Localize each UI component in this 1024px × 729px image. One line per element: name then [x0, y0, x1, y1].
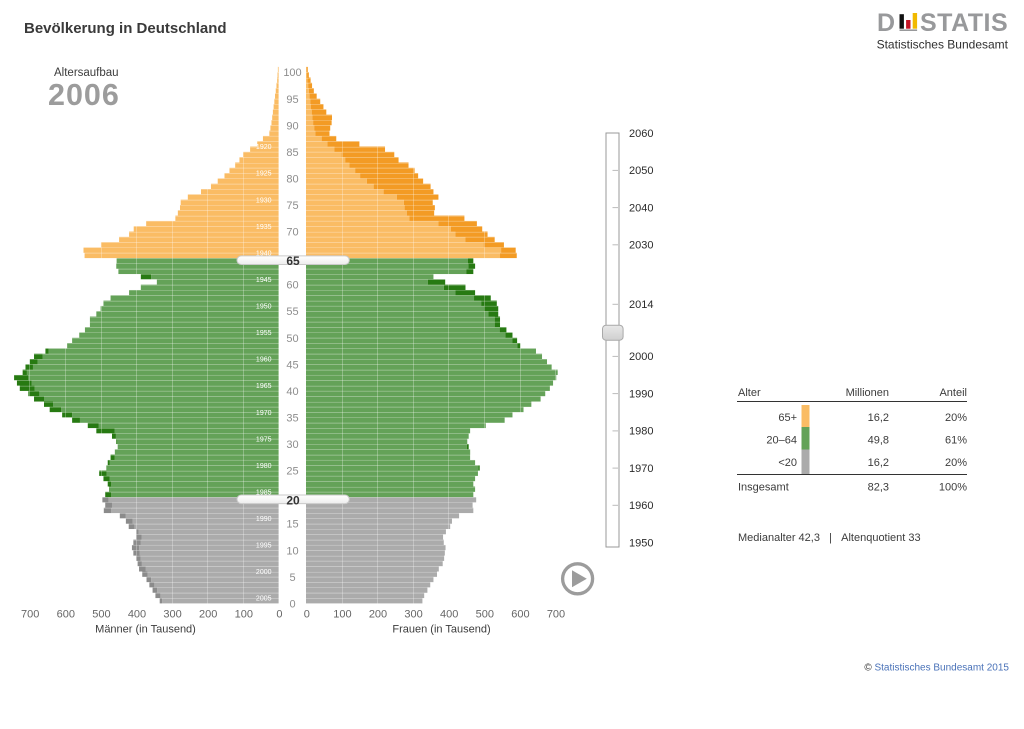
svg-text:1950: 1950 [256, 304, 272, 311]
svg-text:25: 25 [286, 466, 298, 478]
svg-text:65+: 65+ [778, 412, 797, 424]
svg-text:1955: 1955 [256, 330, 272, 337]
svg-text:Frauen (in Tausend): Frauen (in Tausend) [392, 624, 490, 636]
svg-text:100: 100 [235, 609, 253, 621]
svg-text:2006: 2006 [48, 78, 120, 112]
svg-text:100%: 100% [939, 481, 967, 493]
svg-text:2060: 2060 [629, 128, 653, 140]
svg-text:16,2: 16,2 [868, 457, 889, 469]
svg-text:300: 300 [163, 609, 181, 621]
svg-text:10: 10 [286, 545, 298, 557]
svg-text:2000: 2000 [256, 569, 272, 576]
svg-text:500: 500 [476, 609, 494, 621]
svg-text:20%: 20% [945, 412, 967, 424]
svg-text:50: 50 [286, 333, 298, 345]
svg-text:1960: 1960 [256, 357, 272, 364]
svg-text:30: 30 [286, 439, 298, 451]
svg-text:80: 80 [286, 173, 298, 185]
svg-text:Millionen: Millionen [846, 387, 889, 399]
svg-text:16,2: 16,2 [868, 412, 889, 424]
svg-text:2005: 2005 [256, 596, 272, 603]
svg-text:© Statistisches Bundesamt 2015: © Statistisches Bundesamt 2015 [864, 663, 1009, 674]
svg-text:1995: 1995 [256, 543, 272, 550]
svg-text:0: 0 [289, 598, 295, 610]
svg-text:0: 0 [304, 609, 310, 621]
svg-text:STATIS: STATIS [920, 9, 1008, 37]
svg-text:1975: 1975 [256, 436, 272, 443]
svg-text:2000: 2000 [629, 351, 653, 363]
svg-text:2040: 2040 [629, 202, 653, 214]
svg-text:95: 95 [286, 94, 298, 106]
svg-text:400: 400 [440, 609, 458, 621]
svg-text:40: 40 [286, 386, 298, 398]
svg-text:82,3: 82,3 [868, 481, 889, 493]
svg-text:1970: 1970 [256, 410, 272, 417]
svg-text:700: 700 [547, 609, 565, 621]
svg-text:20: 20 [286, 493, 300, 507]
svg-text:Männer (in Tausend): Männer (in Tausend) [95, 624, 196, 636]
svg-text:49,8: 49,8 [868, 434, 889, 446]
svg-text:60: 60 [286, 280, 298, 292]
svg-text:200: 200 [369, 609, 387, 621]
svg-text:61%: 61% [945, 434, 967, 446]
svg-text:600: 600 [511, 609, 529, 621]
svg-text:5: 5 [289, 572, 295, 584]
svg-text:1990: 1990 [256, 516, 272, 523]
svg-text:700: 700 [21, 609, 39, 621]
svg-text:90: 90 [286, 120, 298, 132]
svg-text:1920: 1920 [256, 144, 272, 151]
svg-text:1980: 1980 [256, 463, 272, 470]
svg-text:1965: 1965 [256, 383, 272, 390]
svg-text:35: 35 [286, 413, 298, 425]
svg-text:100: 100 [333, 609, 351, 621]
svg-text:1970: 1970 [629, 463, 653, 475]
svg-text:Statistisches Bundesamt: Statistisches Bundesamt [877, 37, 1009, 51]
svg-text:500: 500 [92, 609, 110, 621]
svg-text:400: 400 [128, 609, 146, 621]
svg-text:2014: 2014 [629, 299, 653, 311]
svg-text:Alter: Alter [738, 387, 761, 399]
svg-text:85: 85 [286, 147, 298, 159]
svg-text:45: 45 [286, 359, 298, 371]
svg-text:2030: 2030 [629, 240, 653, 252]
svg-text:1990: 1990 [629, 388, 653, 400]
svg-text:65: 65 [286, 254, 300, 268]
svg-text:1950: 1950 [629, 537, 653, 549]
svg-text:Anteil: Anteil [939, 387, 967, 399]
svg-text:D: D [877, 9, 896, 37]
svg-text:70: 70 [286, 227, 298, 239]
svg-text:Insgesamt: Insgesamt [738, 481, 789, 493]
svg-text:1980: 1980 [629, 426, 653, 438]
svg-text:300: 300 [404, 609, 422, 621]
svg-text:55: 55 [286, 306, 298, 318]
svg-text:Medianalter 42,3 | Altenqu: Medianalter 42,3 | Altenquotient 33 [738, 532, 921, 544]
svg-text:1925: 1925 [256, 171, 272, 178]
svg-text:20–64: 20–64 [766, 434, 797, 446]
svg-text:2050: 2050 [629, 165, 653, 177]
svg-text:Bevölkerung in Deutschland: Bevölkerung in Deutschland [24, 20, 227, 37]
svg-text:1945: 1945 [256, 277, 272, 284]
svg-text:1935: 1935 [256, 224, 272, 231]
svg-text:600: 600 [57, 609, 75, 621]
svg-text:100: 100 [283, 67, 301, 79]
svg-text:1930: 1930 [256, 197, 272, 204]
svg-text:15: 15 [286, 519, 298, 531]
svg-text:<20: <20 [778, 457, 797, 469]
svg-text:75: 75 [286, 200, 298, 212]
svg-text:20%: 20% [945, 457, 967, 469]
svg-text:1960: 1960 [629, 500, 653, 512]
svg-text:200: 200 [199, 609, 217, 621]
svg-text:0: 0 [276, 609, 282, 621]
